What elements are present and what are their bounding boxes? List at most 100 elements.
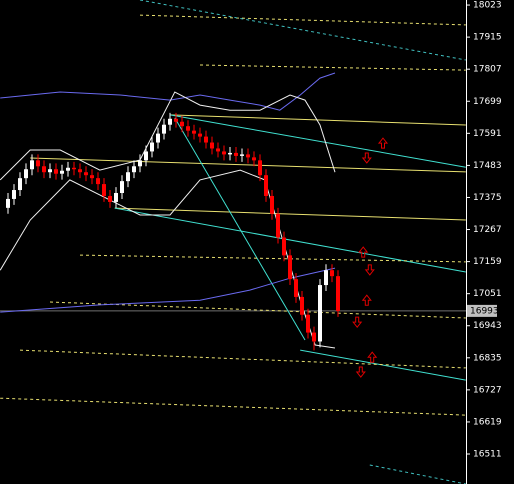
plot-area [0, 0, 466, 484]
candle-body [306, 314, 310, 333]
candle-body [30, 160, 34, 170]
y-tick-label: 16619 [473, 417, 502, 427]
candle-body [150, 142, 154, 152]
candle-body [60, 170, 64, 174]
candle-body [234, 152, 238, 156]
candle-body [120, 181, 124, 194]
signal-arrow [355, 366, 366, 378]
y-tick-label: 16727 [473, 385, 502, 395]
overlay-line [139, 0, 466, 61]
candle-body [204, 136, 208, 143]
signal-arrow [377, 137, 389, 149]
y-tick-label: 17915 [473, 33, 502, 43]
price-axis: 18023 17915 17807 17699 17591 17483 17375 17267… [466, 1, 502, 460]
overlay-line [369, 464, 466, 484]
y-tick-label: 16943 [473, 321, 502, 331]
candle-body [180, 121, 184, 127]
candle-body [198, 133, 202, 137]
candle-body [186, 126, 190, 131]
candle-body [12, 190, 16, 199]
candle-body [138, 160, 142, 167]
overlay-line [139, 14, 466, 26]
overlay-line [19, 349, 466, 369]
signal-arrow [361, 294, 372, 306]
price-label: 16993 [470, 306, 499, 316]
overlay-line [169, 114, 466, 168]
candle-body [300, 296, 304, 315]
candle-body [282, 237, 286, 256]
overlay-line [199, 64, 466, 71]
candle-body [144, 151, 148, 161]
y-tick-label: 16511 [473, 450, 502, 460]
candle-body [126, 172, 130, 182]
overlay-line [30, 157, 466, 173]
candle-body [318, 285, 322, 342]
candle-body [48, 169, 52, 173]
y-tick-label: 16835 [473, 353, 502, 363]
overlay-line [114, 207, 466, 221]
candle-body [324, 270, 328, 286]
candle-body [96, 178, 100, 185]
candle-body [114, 193, 118, 202]
candle-body [78, 169, 82, 173]
overlay-line [79, 254, 466, 263]
candle-body [258, 160, 262, 176]
candle-body [216, 148, 220, 152]
candle-body [162, 124, 166, 134]
overlay-line [0, 72, 336, 111]
candle-body [294, 279, 298, 297]
signal-arrow [352, 316, 363, 328]
candle-body [312, 332, 316, 342]
candle-body [24, 169, 28, 179]
candle-body [192, 130, 196, 134]
y-tick-label: 17375 [473, 193, 502, 203]
candle-body [90, 175, 94, 179]
candle-body [330, 270, 334, 277]
candle-body [240, 154, 244, 156]
candle-body [102, 184, 106, 196]
y-tick-label: 17699 [473, 97, 502, 107]
overlay-line [114, 207, 466, 273]
overlay-line [0, 267, 336, 313]
signal-arrow [361, 152, 372, 164]
candle-body [54, 169, 58, 174]
candle-body [36, 160, 40, 167]
candle-body [18, 178, 22, 191]
signal-arrow [367, 351, 378, 363]
signal-arrow [364, 264, 375, 276]
candle-body [6, 198, 10, 208]
overlay-line [300, 349, 466, 381]
candle-body [174, 118, 178, 122]
price-label-box [467, 304, 497, 317]
candle-body [336, 276, 340, 311]
overlay-line [0, 91, 336, 181]
candle-body [252, 157, 256, 161]
candle-body [228, 152, 232, 155]
candle-body [156, 133, 160, 143]
candle-body [276, 213, 280, 238]
candle-body [42, 166, 46, 173]
overlay-line [174, 117, 306, 341]
y-tick-label: 17807 [473, 65, 502, 75]
y-tick-label: 17591 [473, 129, 502, 139]
candle-body [84, 172, 88, 176]
y-tick-label: 17051 [473, 289, 502, 299]
candle-body [210, 142, 214, 149]
candle-body [66, 167, 70, 171]
candle-body [132, 166, 136, 173]
candle-body [108, 195, 112, 202]
candle-body [246, 154, 250, 158]
candle-body [270, 195, 274, 214]
y-tick-label: 17159 [473, 257, 502, 267]
y-tick-label: 17483 [473, 161, 502, 171]
candle-body [168, 118, 172, 125]
candle-body [264, 175, 268, 196]
signal-arrow [358, 246, 369, 258]
candle-body [222, 151, 226, 155]
y-tick-label: 17267 [473, 225, 502, 235]
y-tick-label: 18023 [473, 1, 502, 11]
overlay-line [169, 114, 466, 126]
candle-body [288, 255, 292, 280]
